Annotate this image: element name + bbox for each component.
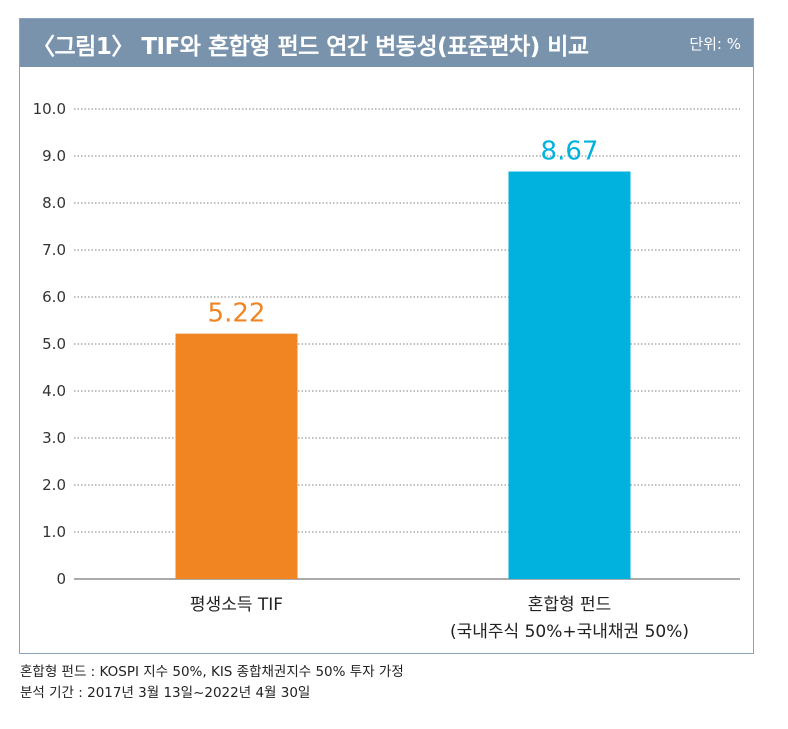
chart-header: 〈그림1〉 TIF와 혼합형 펀드 연간 변동성(표준편차) 비교 단위: % xyxy=(20,19,753,67)
y-tick-label: 3.0 xyxy=(42,429,66,447)
y-tick-label: 2.0 xyxy=(42,476,66,494)
y-tick-label: 1.0 xyxy=(42,523,66,541)
bar xyxy=(508,171,631,579)
y-tick-label: 0 xyxy=(56,570,66,588)
x-category-label: 혼합형 펀드 xyxy=(528,595,612,615)
data-label: 5.22 xyxy=(208,299,266,329)
y-tick-label: 7.0 xyxy=(42,241,66,259)
y-tick-label: 5.0 xyxy=(42,335,66,353)
chart-frame: 〈그림1〉 TIF와 혼합형 펀드 연간 변동성(표준편차) 비교 단위: % xyxy=(19,18,754,654)
data-label: 8.67 xyxy=(541,137,599,167)
y-tick-label: 10.0 xyxy=(33,100,66,118)
footnote-fund: 혼합형 펀드 : KOSPI 지수 50%, KIS 종합채권지수 50% 투자… xyxy=(20,664,404,680)
footnotes: 혼합형 펀드 : KOSPI 지수 50%, KIS 종합채권지수 50% 투자… xyxy=(20,662,404,704)
bar-chart: 0 1.0 2.0 3.0 4.0 5.0 6.0 7.0 8.0 9.0 10.0 5.22 평생소득… xyxy=(33,100,740,642)
y-tick-label: 6.0 xyxy=(42,288,66,306)
x-category-sublabel: (국내주식 50%+국내채권 50%) xyxy=(450,622,689,642)
y-tick-label: 8.0 xyxy=(42,194,66,212)
unit-label: 단위: % xyxy=(689,35,741,53)
y-tick-label: 9.0 xyxy=(42,147,66,165)
y-tick-label: 4.0 xyxy=(42,382,66,400)
chart-title: 〈그림1〉 TIF와 혼합형 펀드 연간 변동성(표준편차) 비교 xyxy=(32,34,589,60)
bar xyxy=(175,333,298,579)
footnote-period: 분석 기간 : 2017년 3월 13일~2022년 4월 30일 xyxy=(20,685,311,701)
x-category-label: 평생소득 TIF xyxy=(190,595,283,615)
